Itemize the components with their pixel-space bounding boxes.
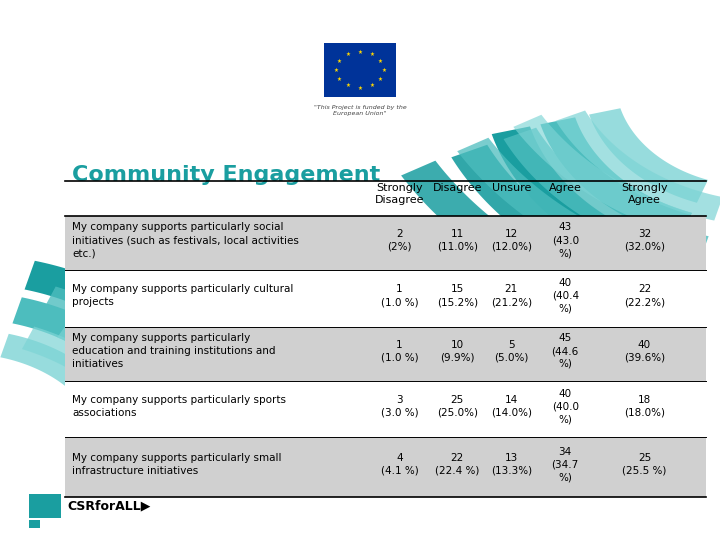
Text: Community Engagement: Community Engagement — [72, 165, 380, 185]
Polygon shape — [541, 117, 692, 238]
Text: 40
(40.4
%): 40 (40.4 %) — [552, 278, 579, 313]
Text: 1
(1.0 %): 1 (1.0 %) — [381, 284, 418, 307]
Text: My company supports particularly cultural
projects: My company supports particularly cultura… — [72, 284, 293, 307]
Text: 13
(13.3%): 13 (13.3%) — [490, 453, 532, 476]
Text: 21
(21.2%): 21 (21.2%) — [490, 284, 532, 307]
Text: Unsure: Unsure — [492, 183, 531, 193]
Text: Strongly
Agree: Strongly Agree — [621, 183, 667, 205]
Polygon shape — [58, 316, 212, 432]
Text: 4
(4.1 %): 4 (4.1 %) — [381, 453, 418, 476]
Text: 22
(22.2%): 22 (22.2%) — [624, 284, 665, 307]
Text: 12
(12.0%): 12 (12.0%) — [491, 229, 531, 252]
Polygon shape — [451, 145, 695, 304]
Polygon shape — [0, 334, 127, 423]
Text: 43
(43.0
%): 43 (43.0 %) — [552, 222, 579, 258]
FancyBboxPatch shape — [65, 381, 706, 437]
Text: Strongly
Disagree: Strongly Disagree — [375, 183, 424, 205]
Text: 40
(40.0
%): 40 (40.0 %) — [552, 389, 579, 424]
Text: 32
(32.0%): 32 (32.0%) — [624, 229, 665, 252]
Text: ★: ★ — [369, 83, 374, 88]
Polygon shape — [24, 261, 221, 399]
Text: 14
(14.0%): 14 (14.0%) — [491, 395, 531, 418]
Text: 22
(22.4 %): 22 (22.4 %) — [435, 453, 480, 476]
Polygon shape — [42, 287, 217, 413]
Text: ★: ★ — [346, 83, 351, 88]
Text: Agree: Agree — [549, 183, 582, 193]
Text: ★: ★ — [337, 77, 342, 82]
Text: Disagree: Disagree — [433, 183, 482, 193]
Text: 10
(9.9%): 10 (9.9%) — [440, 340, 474, 362]
Polygon shape — [457, 138, 669, 280]
Text: 2
(2%): 2 (2%) — [387, 229, 412, 252]
Text: 25
(25.0%): 25 (25.0%) — [437, 395, 477, 418]
FancyBboxPatch shape — [65, 216, 706, 270]
FancyBboxPatch shape — [29, 519, 40, 528]
Text: 1
(1.0 %): 1 (1.0 %) — [381, 340, 418, 362]
Text: 45
(44.6
%): 45 (44.6 %) — [552, 333, 579, 369]
Text: "This Project is funded by the
European Union": "This Project is funded by the European … — [314, 105, 406, 117]
FancyBboxPatch shape — [29, 494, 61, 518]
Text: 18
(18.0%): 18 (18.0%) — [624, 395, 665, 418]
Text: 25
(25.5 %): 25 (25.5 %) — [622, 453, 667, 476]
Text: 15
(15.2%): 15 (15.2%) — [436, 284, 478, 307]
Text: My company supports particularly small
infrastructure initiatives: My company supports particularly small i… — [72, 453, 282, 476]
Text: 34
(34.7
%): 34 (34.7 %) — [552, 447, 579, 482]
Text: 11
(11.0%): 11 (11.0%) — [437, 229, 477, 252]
Text: 5
(5.0%): 5 (5.0%) — [494, 340, 528, 362]
Text: ★: ★ — [378, 77, 383, 82]
Text: ★: ★ — [337, 59, 342, 64]
Text: CSRforALL▶: CSRforALL▶ — [67, 500, 150, 513]
Polygon shape — [12, 298, 174, 411]
Polygon shape — [589, 108, 708, 203]
Text: My company supports particularly sports
associations: My company supports particularly sports … — [72, 395, 286, 418]
FancyBboxPatch shape — [324, 43, 396, 97]
Polygon shape — [63, 246, 269, 395]
Polygon shape — [513, 115, 692, 235]
Text: ★: ★ — [346, 52, 351, 57]
Polygon shape — [401, 161, 646, 326]
Polygon shape — [114, 230, 327, 389]
FancyBboxPatch shape — [65, 437, 706, 497]
FancyBboxPatch shape — [65, 270, 706, 327]
FancyBboxPatch shape — [65, 327, 706, 381]
Text: My company supports particularly social
initiatives (such as festivals, local ac: My company supports particularly social … — [72, 222, 299, 258]
Polygon shape — [503, 127, 708, 262]
Text: ★: ★ — [358, 50, 362, 55]
Text: ★: ★ — [382, 68, 386, 73]
Text: ★: ★ — [369, 52, 374, 57]
Text: 3
(3.0 %): 3 (3.0 %) — [381, 395, 418, 418]
Text: 40
(39.6%): 40 (39.6%) — [624, 340, 665, 362]
Text: My company supports particularly
education and training institutions and
initiat: My company supports particularly educati… — [72, 333, 276, 369]
Polygon shape — [86, 273, 269, 411]
Polygon shape — [22, 327, 164, 429]
Text: ★: ★ — [334, 68, 338, 73]
Text: ★: ★ — [378, 59, 383, 64]
Polygon shape — [492, 126, 676, 274]
Text: ★: ★ — [358, 85, 362, 91]
Polygon shape — [556, 111, 720, 220]
